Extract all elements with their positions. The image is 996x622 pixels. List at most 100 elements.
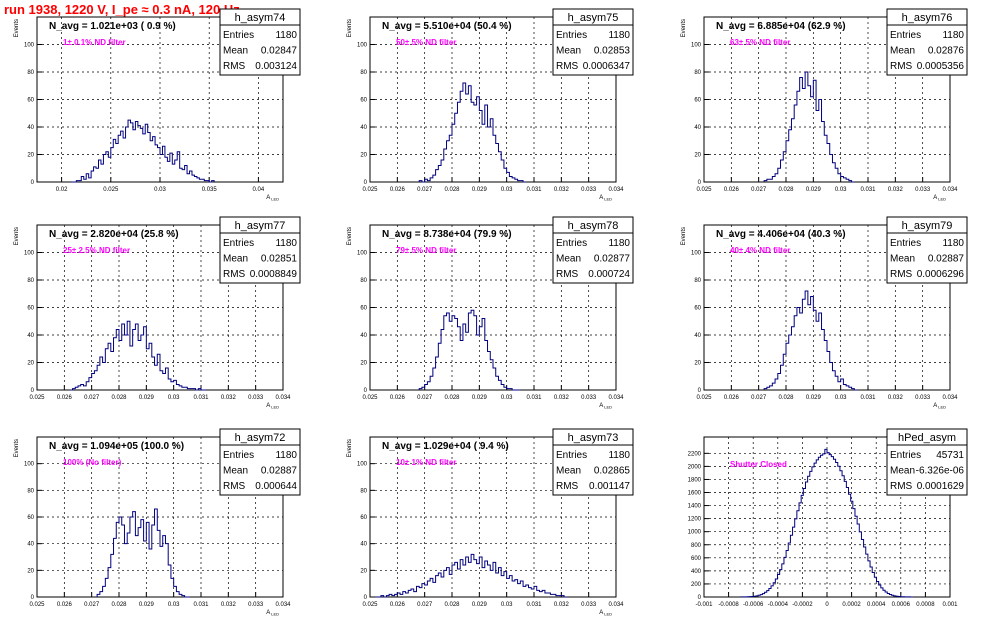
y-tick-label: 100 <box>691 251 702 257</box>
y-tick-label: 100 <box>357 251 368 257</box>
y-tick-label: 40 <box>360 333 367 339</box>
x-tick-label: 0.034 <box>942 395 958 401</box>
x-tick-label: 0.029 <box>806 395 822 401</box>
x-tick-label: 0.028 <box>111 395 127 401</box>
x-tick-label: 0.025 <box>362 187 378 193</box>
stats-box <box>219 216 301 284</box>
y-tick-label: 2000 <box>688 464 702 470</box>
x-tick-label: 0.026 <box>390 395 406 401</box>
y-axis-title: Events <box>14 439 20 457</box>
filter-annotation: 63± 5% ND filter <box>730 38 790 47</box>
y-tick-label: 20 <box>27 361 34 367</box>
panel-h_asym72: 0.025 0.026 0.027 0.028 0.029 0.03 0.031 0.032 0… <box>14 428 301 617</box>
y-tick-label: 0 <box>364 595 368 601</box>
stats-value: 0.0006296 <box>917 269 965 280</box>
x-tick-label: 0.03 <box>168 602 180 608</box>
stats-value: 0.02853 <box>594 46 631 57</box>
navg-label: N_avg = 4.406e+04 (40.3 %) <box>716 229 846 240</box>
stats-key: Mean <box>223 46 248 57</box>
x-tick-label: -0.0008 <box>718 602 739 608</box>
y-axis-title: Events <box>14 227 20 245</box>
filter-annotation: 1± 0.1% ND filter <box>63 38 126 47</box>
y-tick-label: 80 <box>694 70 701 76</box>
stats-title: h_asym77 <box>235 220 286 232</box>
filter-annotation: 100% (No filter) <box>63 458 122 467</box>
y-tick-label: 400 <box>691 569 702 575</box>
x-tick-label: 0.031 <box>526 187 542 193</box>
y-tick-label: 0 <box>31 595 35 601</box>
x-tick-label: 0.027 <box>417 602 433 608</box>
y-tick-label: 40 <box>27 125 34 131</box>
y-tick-label: 2200 <box>688 451 702 457</box>
stats-title: h_asym73 <box>568 432 619 444</box>
histogram-series <box>763 71 855 183</box>
y-tick-label: 800 <box>691 543 702 549</box>
y-tick-label: 20 <box>694 153 701 159</box>
stats-key: RMS <box>223 61 246 72</box>
stats-key: Mean <box>890 466 915 477</box>
x-tick-label: 0.03 <box>835 395 847 401</box>
stats-box <box>886 8 968 76</box>
y-tick-label: 100 <box>357 43 368 49</box>
y-tick-label: 100 <box>24 462 35 468</box>
panel-hPed_asym: -0.001 -0.0008 -0.0006 -0.0004 -0.0002 0 0.000… <box>688 428 968 608</box>
navg-label: N_avg = 5.510e+04 (50.4 %) <box>382 21 512 32</box>
y-tick-label: 0 <box>31 180 35 186</box>
y-tick-label: 40 <box>694 333 701 339</box>
x-tick-label: 0.025 <box>29 395 45 401</box>
y-axis-title: Events <box>681 227 687 245</box>
stats-value: 0.02865 <box>594 466 631 477</box>
x-tick-label: 0.033 <box>248 602 264 608</box>
y-tick-label: 20 <box>27 153 34 159</box>
y-tick-label: 1200 <box>688 517 702 523</box>
stats-value: 1180 <box>608 30 630 41</box>
x-tick-label: 0.026 <box>57 395 73 401</box>
stats-key: Mean <box>556 46 581 57</box>
y-tick-label: 20 <box>27 568 34 574</box>
y-tick-label: 80 <box>27 70 34 76</box>
x-tick-label: 0.034 <box>942 187 958 193</box>
histogram-series <box>69 320 207 391</box>
x-tick-label: 0.033 <box>915 187 931 193</box>
x-tick-label: 0.03 <box>168 395 180 401</box>
stats-key: RMS <box>556 481 579 492</box>
stats-box <box>219 428 301 496</box>
stats-key: Entries <box>890 238 921 249</box>
navg-label: N_avg = 1.094e+05 (100.0 %) <box>49 441 184 452</box>
x-tick-label: 0.025 <box>696 395 712 401</box>
y-tick-label: 60 <box>27 515 34 521</box>
stats-key: Mean <box>223 254 248 265</box>
y-tick-label: 60 <box>27 306 34 312</box>
stats-value: 1180 <box>942 30 964 41</box>
x-tick-label: 0.032 <box>554 602 570 608</box>
y-tick-label: 80 <box>360 70 367 76</box>
x-tick-label: 0.031 <box>193 395 209 401</box>
stats-key: Entries <box>556 450 587 461</box>
stats-title: h_asym75 <box>568 12 619 24</box>
x-tick-label: 0.025 <box>362 395 378 401</box>
x-tick-label: 0.031 <box>860 187 876 193</box>
stats-value: 1180 <box>275 238 297 249</box>
stats-value: 0.02887 <box>928 254 965 265</box>
x-tick-label: 0.028 <box>111 602 127 608</box>
histogram-series <box>740 448 914 598</box>
x-tick-label: 0.0006 <box>892 602 911 608</box>
x-tick-label: 0.025 <box>103 187 119 193</box>
y-tick-label: 100 <box>24 43 35 49</box>
x-axis-title: ALED <box>266 195 279 202</box>
x-axis-title: ALED <box>266 403 279 410</box>
x-tick-label: 0.026 <box>724 187 740 193</box>
y-tick-label: 100 <box>24 251 35 257</box>
x-tick-label: 0.032 <box>221 395 237 401</box>
stats-value: 0.02876 <box>928 46 965 57</box>
x-tick-label: 0.029 <box>472 395 488 401</box>
stats-title: h_asym74 <box>235 12 286 24</box>
panel-h_asym78: 0.025 0.026 0.027 0.028 0.029 0.03 0.031 0.032 0… <box>347 216 634 410</box>
x-axis-title: ALED <box>266 610 279 617</box>
y-tick-label: 1400 <box>688 504 702 510</box>
x-tick-label: 0.04 <box>253 187 265 193</box>
x-tick-label: 0.034 <box>608 187 624 193</box>
x-tick-label: -0.0002 <box>792 602 813 608</box>
y-tick-label: 0 <box>31 388 35 394</box>
panel-h_asym73: 0.025 0.026 0.027 0.028 0.029 0.03 0.031 0.032 0… <box>347 428 634 617</box>
